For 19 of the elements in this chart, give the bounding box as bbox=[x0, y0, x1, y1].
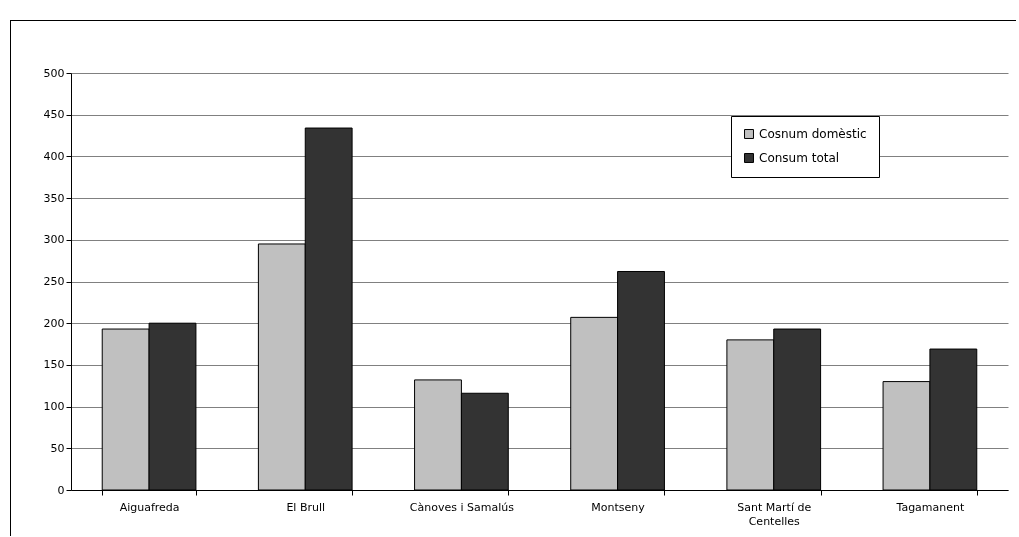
x-tick-label: Sant Martí de Centelles bbox=[737, 500, 812, 528]
legend-label: Cosnum domèstic bbox=[759, 127, 867, 141]
y-tick-label: 0 bbox=[57, 483, 65, 497]
y-tick-label: 50 bbox=[50, 441, 65, 455]
y-tick-label: 500 bbox=[43, 66, 65, 80]
x-tick-label: Cànoves i Samalús bbox=[409, 500, 515, 514]
y-tick-label: 450 bbox=[43, 108, 65, 122]
x-tick-label: Montseny bbox=[591, 500, 646, 514]
y-tick-label: 250 bbox=[43, 275, 65, 288]
x-tick-label: Tagamanent bbox=[895, 500, 966, 514]
y-tick-label: 150 bbox=[43, 358, 65, 372]
x-tick-label: El Brull bbox=[286, 500, 326, 514]
y-tick-label: 350 bbox=[43, 191, 65, 205]
y-tick-label: 200 bbox=[43, 316, 65, 330]
x-tick-label: Aiguafreda bbox=[119, 500, 180, 514]
y-tick-label: 100 bbox=[43, 400, 65, 414]
y-tick-label: 300 bbox=[43, 233, 65, 247]
y-tick-label: 400 bbox=[43, 149, 65, 163]
legend-label: Consum total bbox=[759, 151, 840, 165]
